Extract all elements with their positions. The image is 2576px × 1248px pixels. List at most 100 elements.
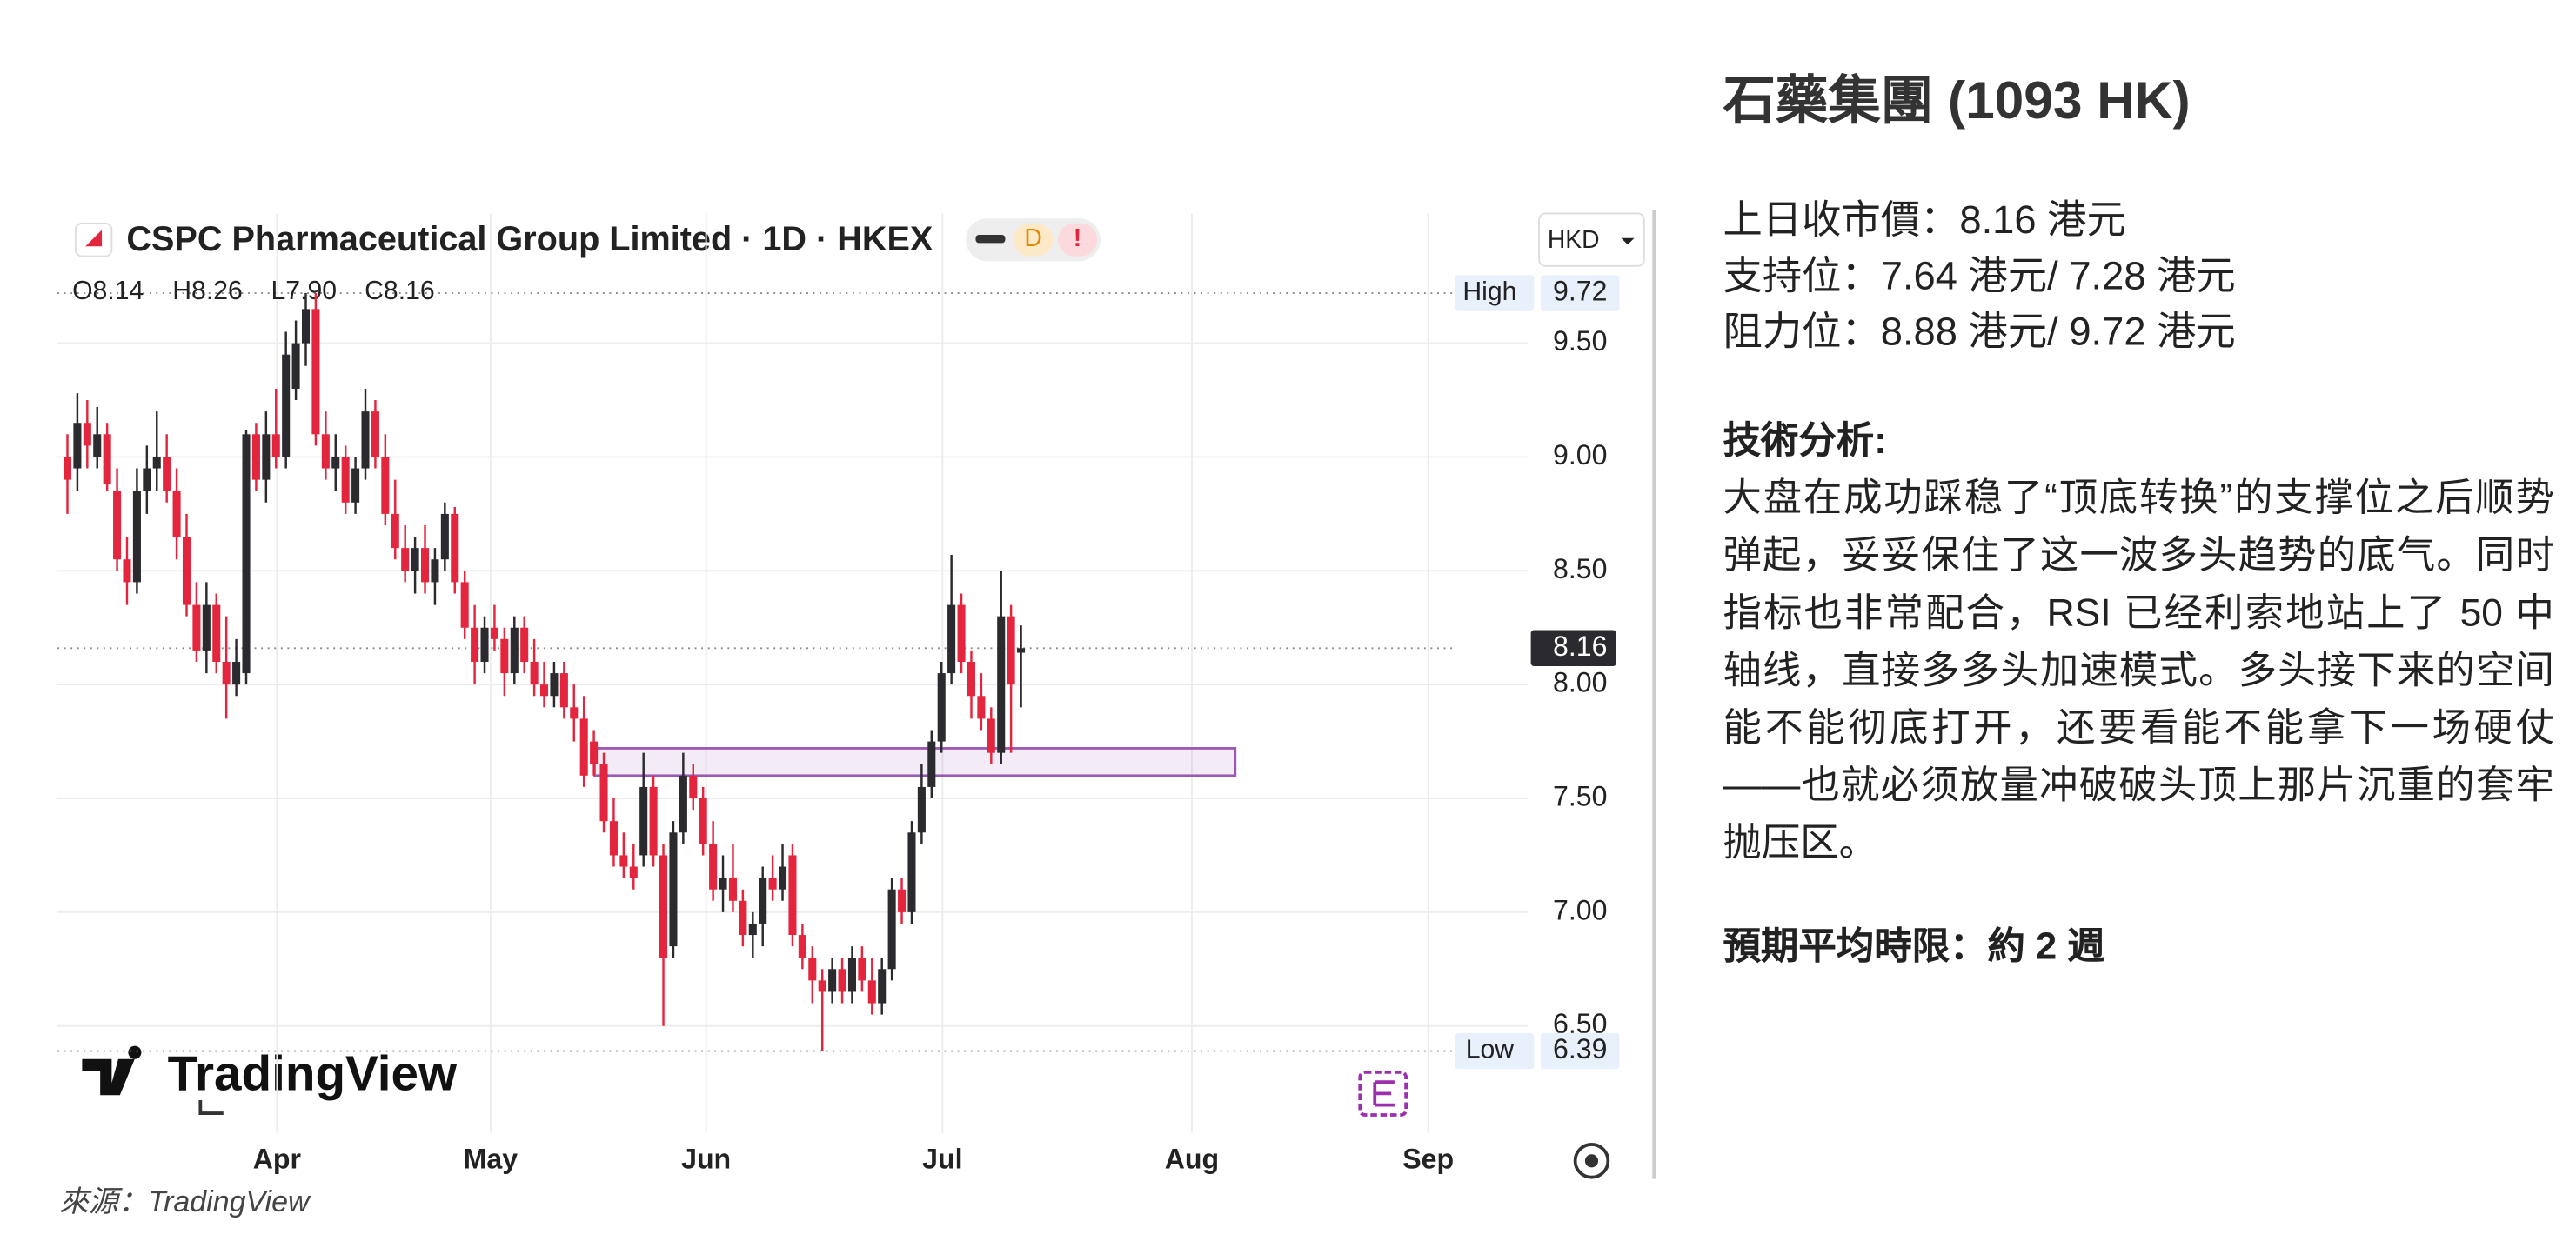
y-tick-label: 7.50	[1553, 781, 1607, 812]
candle-body	[490, 627, 498, 639]
candle-body	[311, 309, 320, 435]
candle-body	[262, 434, 271, 480]
candle-body	[788, 855, 797, 936]
candle-body	[937, 673, 946, 742]
events-icon[interactable]	[1358, 1070, 1408, 1117]
y-tick-label: 9.50	[1553, 325, 1607, 357]
currency[interactable]: HKD	[1548, 226, 1600, 254]
candle-body	[420, 548, 430, 583]
candle-body	[977, 696, 986, 719]
candle-body	[351, 468, 360, 503]
x-tick-label: Aug	[1165, 1143, 1219, 1174]
logo-mark	[82, 1045, 142, 1096]
candle-body	[500, 638, 509, 674]
candle-body	[719, 878, 727, 890]
interval-badge: D	[1024, 224, 1041, 252]
candle-body	[987, 718, 995, 753]
candle-body	[301, 309, 311, 344]
candle-body	[997, 616, 1006, 753]
candle-body	[957, 604, 966, 662]
candle-body	[609, 821, 618, 856]
candle-body	[182, 537, 191, 605]
price-label-bg	[1540, 275, 1620, 311]
candle-body	[679, 775, 687, 833]
candle-body	[579, 718, 588, 776]
candle-body	[1007, 616, 1015, 685]
price-tag-bg	[1455, 275, 1535, 311]
x-tick-label: May	[464, 1143, 519, 1174]
candle-body	[391, 513, 399, 549]
candle-body	[550, 673, 559, 697]
candle-body	[779, 866, 787, 890]
candle-body	[759, 878, 767, 924]
candle-body	[659, 855, 668, 958]
source: 來源：TradingView	[59, 1185, 311, 1218]
candle-body	[381, 457, 390, 514]
candle-body	[539, 684, 549, 697]
candle-body	[232, 661, 241, 685]
candle-body	[709, 844, 718, 890]
price-label: 6.39	[1553, 1033, 1607, 1064]
candle-body	[471, 627, 479, 662]
candle-body	[689, 775, 698, 799]
price-tag: Low	[1466, 1035, 1515, 1064]
candle-body	[878, 969, 887, 1004]
price-tag: High	[1462, 277, 1516, 306]
settings-icon[interactable]	[1573, 1143, 1610, 1179]
candle-body	[728, 878, 737, 901]
candle-body	[103, 434, 111, 484]
candle-body	[440, 513, 449, 560]
candle-body	[847, 958, 856, 992]
candle-body	[73, 423, 82, 469]
dropdown-arrow	[1621, 237, 1635, 245]
candle-body	[808, 958, 817, 981]
candle-body	[768, 878, 777, 890]
candle-body	[530, 661, 539, 685]
currency-button[interactable]	[1538, 212, 1645, 267]
badge-bg	[1013, 223, 1054, 257]
ohlc-label: C8.16	[365, 277, 435, 305]
price-label: 9.72	[1553, 276, 1607, 307]
candle-body	[242, 434, 251, 674]
chart-title: CSPC Pharmaceutical Group Limited · 1D ·…	[126, 220, 933, 258]
logo-text: TradingView	[168, 1046, 458, 1101]
candle-body	[411, 548, 419, 571]
candle-body	[460, 582, 469, 628]
logo-bracket	[198, 1099, 224, 1115]
settings-icon-dot	[1584, 1154, 1599, 1168]
candle-body	[639, 786, 648, 856]
candle-body	[599, 764, 608, 822]
candle-body	[192, 604, 201, 651]
candle-body	[798, 935, 806, 958]
alert-badge: !	[1074, 224, 1081, 252]
ohlc-label: H8.26	[172, 277, 243, 305]
candle-body	[202, 604, 211, 651]
candle-body	[132, 491, 141, 583]
candle-body	[271, 434, 280, 457]
y-tick-label: 8.00	[1553, 667, 1607, 698]
candle-body	[818, 980, 826, 992]
candle-body	[947, 604, 956, 674]
price-tag-bg	[1455, 1032, 1535, 1070]
candle-body	[927, 741, 936, 787]
candle-body	[251, 434, 260, 480]
candle-body	[510, 627, 519, 674]
candle-body	[212, 604, 221, 662]
candle-body	[838, 969, 846, 992]
candle-body	[63, 457, 72, 480]
panel-footer: 預期平均時限：約 2 週	[1723, 924, 2105, 968]
candle-body	[321, 434, 330, 469]
candle-body	[590, 741, 599, 764]
ohlc-label: O8.14	[72, 277, 144, 305]
x-tick-label: Apr	[253, 1143, 301, 1174]
support-zone	[593, 747, 1237, 777]
price-label-bg	[1540, 1032, 1620, 1070]
candle-body	[917, 786, 926, 833]
candle-body	[152, 457, 161, 469]
candle-body	[401, 548, 410, 571]
badge-bg	[1057, 223, 1098, 257]
candle-body	[858, 958, 866, 981]
candle-body	[887, 889, 896, 970]
candle-body	[520, 627, 529, 662]
